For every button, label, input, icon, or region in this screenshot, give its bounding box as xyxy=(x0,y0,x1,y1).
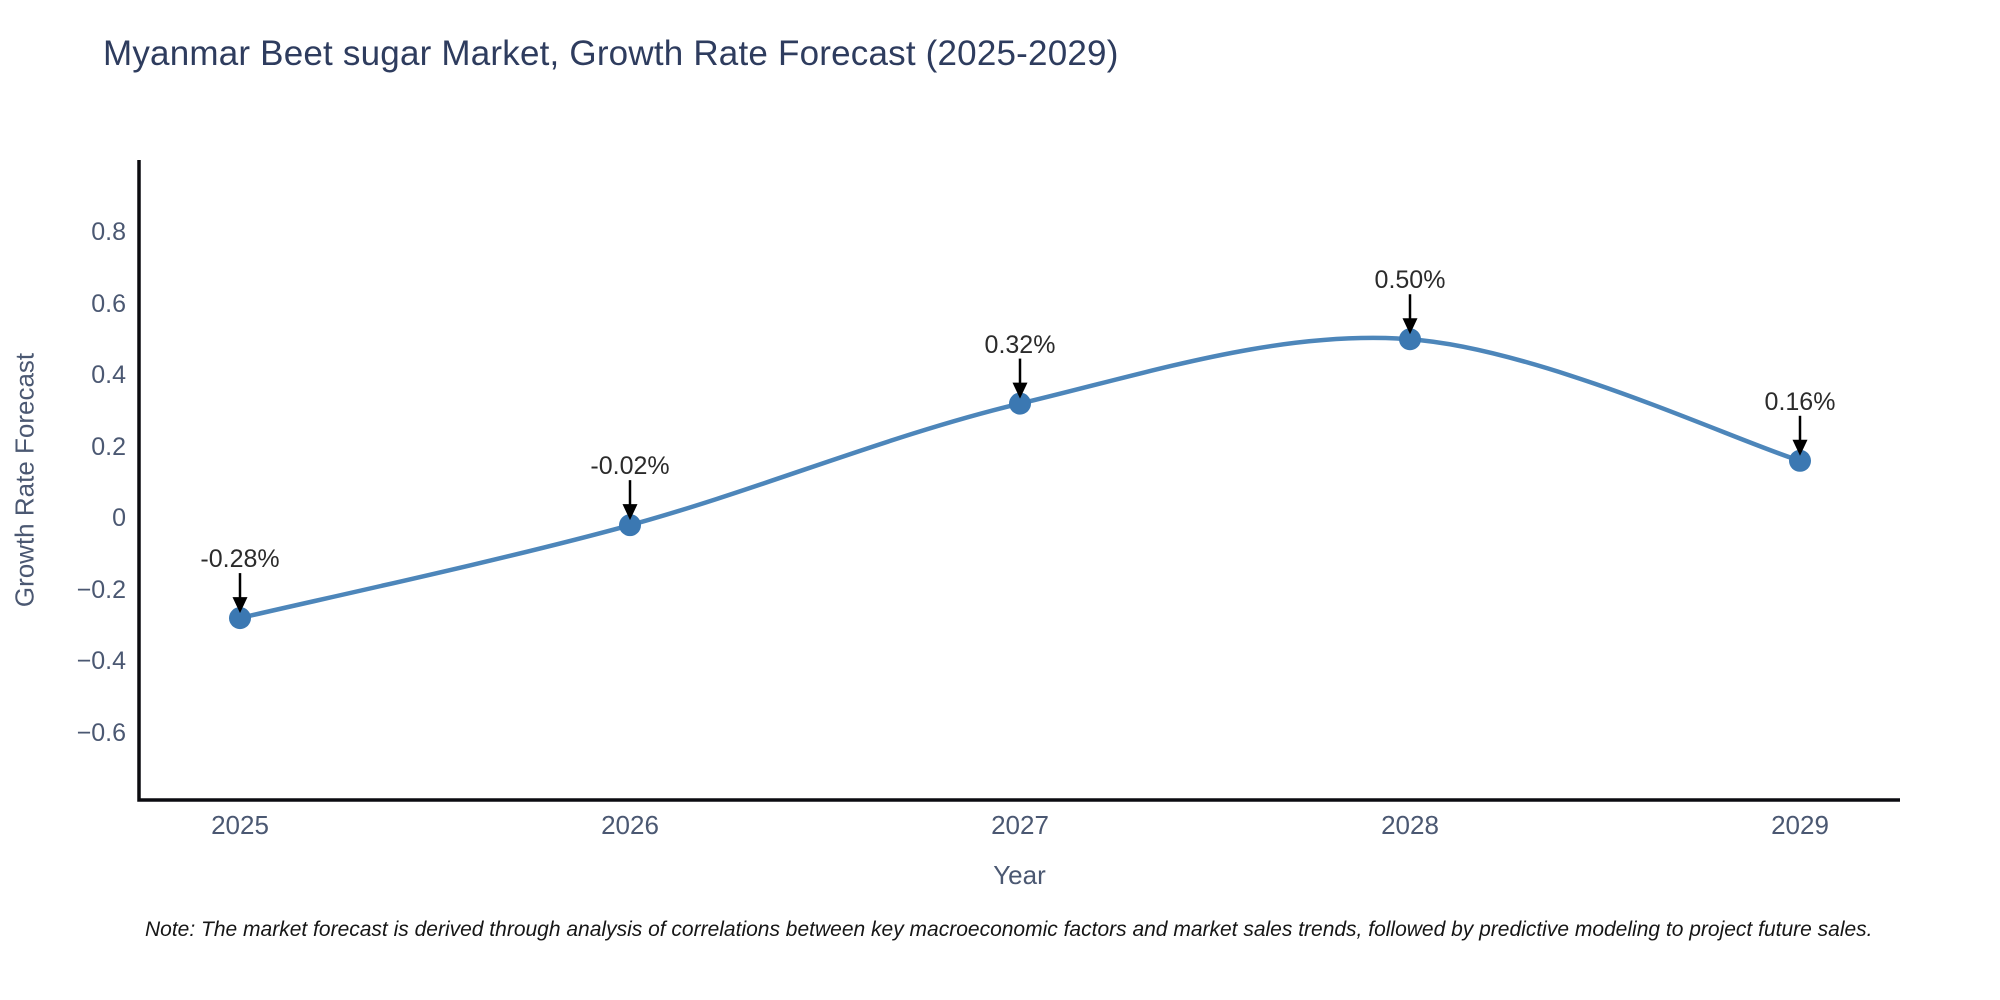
data-point-marker xyxy=(229,607,251,630)
y-tick-label: 0.6 xyxy=(91,289,126,318)
data-point-marker xyxy=(1399,328,1421,351)
annotation-arrow-head xyxy=(1792,439,1808,456)
y-tick-label: 0.8 xyxy=(91,218,126,246)
y-tick-label: 0 xyxy=(112,504,126,532)
annotation-arrow-head xyxy=(1012,382,1028,399)
y-tick-label: −0.6 xyxy=(76,718,126,747)
x-tick-label: 2026 xyxy=(601,810,659,840)
y-tick-label: 0.4 xyxy=(91,361,126,389)
x-tick-label: 2028 xyxy=(1381,810,1439,840)
x-axis-title: Year xyxy=(993,860,1046,890)
annotation-arrow-head xyxy=(232,597,248,614)
footnote: Note: The market forecast is derived thr… xyxy=(145,918,1873,941)
y-tick-label: 0.2 xyxy=(91,432,126,461)
y-tick-label: −0.4 xyxy=(76,647,126,675)
x-tick-label: 2025 xyxy=(211,810,269,840)
data-point-label: -0.28% xyxy=(200,545,280,574)
x-tick-label: 2029 xyxy=(1771,810,1829,840)
axis-lines xyxy=(137,160,1900,802)
x-tick-label: 2027 xyxy=(991,810,1049,840)
annotation-arrow-head xyxy=(622,504,638,521)
data-point-label: 0.32% xyxy=(984,330,1056,359)
data-point-marker xyxy=(619,514,641,537)
chart-title: Myanmar Beet sugar Market, Growth Rate F… xyxy=(103,34,1119,73)
y-tick-label: −0.2 xyxy=(76,575,126,604)
data-point-marker xyxy=(1009,392,1031,415)
annotation-arrow-head xyxy=(1402,318,1418,335)
data-point-marker xyxy=(1789,449,1811,472)
data-point-label: 0.50% xyxy=(1374,266,1446,295)
data-point-label: 0.16% xyxy=(1764,387,1836,416)
data-point-label: -0.02% xyxy=(590,452,670,481)
